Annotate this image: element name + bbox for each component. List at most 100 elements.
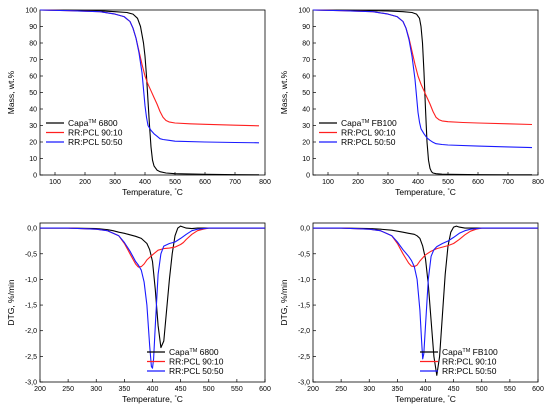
chart-panel-1: 100 200 300 400 500 600 700 800 0 10 20 30 40 50 60 70 8…	[6, 8, 271, 198]
plot-frame	[39, 9, 266, 176]
series-line-black	[313, 225, 538, 376]
chart-panel-3: 200 250 300 350 400 450 500 550 600 0,0 -0,5 -1,0 -1…	[6, 222, 271, 404]
legend-label: RR:PCL 90:10	[442, 357, 497, 367]
series-line-red	[312, 9, 533, 126]
x-tick-label: 550	[231, 386, 243, 393]
series-line-blue	[312, 9, 533, 149]
y-tick-label: 10	[302, 156, 310, 163]
y-tick-label: 70	[302, 57, 310, 64]
y-tick-label: 90	[302, 24, 310, 31]
legend-label: RR:PCL 50:50	[68, 137, 123, 147]
y-tick-label: 80	[302, 41, 310, 48]
x-tick-label: 250	[62, 386, 74, 393]
x-tick-label: 400	[420, 386, 432, 393]
y-tick-label: 10	[29, 156, 37, 163]
legend-label: RR:PCL 90:10	[169, 357, 224, 367]
x-tick-label: 600	[472, 179, 484, 186]
y-tick-label: 100	[298, 8, 310, 15]
y-axis-label: Mass, wt.%	[279, 70, 289, 114]
series-line-black	[312, 9, 532, 176]
legend-label: CapaTM FB100	[442, 347, 498, 357]
y-tick-label: -2,0	[25, 328, 37, 335]
x-tick-label: 100	[49, 179, 61, 186]
x-tick-label: 300	[363, 386, 375, 393]
y-axis-label: Mass, wt.%	[6, 70, 16, 114]
x-tick-label: 700	[502, 179, 514, 186]
x-tick-label: 300	[90, 386, 102, 393]
y-tick-label: 60	[29, 74, 37, 81]
legend-label: RR:PCL 90:10	[341, 128, 396, 138]
y-tick-label: 0	[33, 173, 37, 180]
y-tick-label: -1,5	[298, 303, 310, 310]
chart-panel-4: 200 250 300 350 400 450 500 550 600 0,0 -0,5 -1,0 -1…	[279, 222, 544, 404]
legend-label: CapaTM 6800	[68, 118, 118, 128]
plot-frame	[312, 9, 539, 176]
series-line-blue	[313, 227, 538, 360]
legend-label: CapaTM 6800	[169, 347, 219, 357]
x-tick-label: 500	[169, 179, 181, 186]
y-tick-label: -0,5	[25, 251, 37, 258]
y-tick-label: 90	[29, 24, 37, 31]
x-axis-label: Temperature, °C	[122, 394, 183, 404]
x-tick-label: 250	[335, 386, 347, 393]
y-tick-label: 30	[29, 123, 37, 130]
series-line-blue	[40, 227, 265, 369]
chart-panel-2: 100 200 300 400 500 600 700 800 0 10 20 30 40 50 60 70 8…	[279, 8, 544, 198]
legend-label: CapaTM FB100	[341, 118, 397, 128]
x-tick-label: 300	[382, 179, 394, 186]
series-line-black	[39, 9, 260, 176]
y-tick-label: 30	[302, 123, 310, 130]
y-tick-label: -2,0	[298, 328, 310, 335]
y-tick-label: 40	[29, 107, 37, 114]
x-tick-label: 200	[352, 179, 364, 186]
y-tick-label: 20	[302, 140, 310, 147]
legend-label: RR:PCL 50:50	[442, 366, 497, 376]
y-tick-label: 40	[302, 107, 310, 114]
y-tick-label: -3,0	[298, 380, 310, 387]
x-tick-label: 600	[199, 179, 211, 186]
y-tick-label: -1,0	[25, 277, 37, 284]
series-line-blue	[39, 9, 260, 144]
x-tick-label: 450	[175, 386, 187, 393]
legend-label: RR:PCL 90:10	[68, 128, 123, 138]
x-tick-label: 700	[229, 179, 241, 186]
x-axis-label: Temperature, °C	[395, 394, 456, 404]
y-tick-label: 0	[306, 173, 310, 180]
y-tick-label: -2,5	[298, 354, 310, 361]
y-tick-label: 50	[302, 90, 310, 97]
plot-frame	[39, 222, 266, 383]
y-tick-label: 80	[29, 41, 37, 48]
x-tick-label: 500	[203, 386, 215, 393]
x-tick-label: 500	[442, 179, 454, 186]
legend-label: RR:PCL 50:50	[341, 137, 396, 147]
x-tick-label: 450	[448, 386, 460, 393]
y-tick-label: -0,5	[298, 251, 310, 258]
x-tick-label: 800	[259, 179, 271, 186]
plot-frame	[312, 222, 539, 383]
x-axis-label: Temperature, °C	[395, 187, 456, 197]
y-tick-label: 100	[25, 8, 37, 15]
x-tick-label: 600	[532, 386, 544, 393]
x-tick-label: 400	[147, 386, 159, 393]
y-tick-label: -2,5	[25, 354, 37, 361]
y-tick-label: -3,0	[25, 380, 37, 387]
x-tick-label: 200	[79, 179, 91, 186]
y-tick-label: 50	[29, 90, 37, 97]
y-tick-label: -1,0	[298, 277, 310, 284]
y-tick-label: 60	[302, 74, 310, 81]
y-axis-label: DTG, %/min	[279, 279, 289, 326]
x-tick-label: 400	[412, 179, 424, 186]
x-tick-label: 100	[322, 179, 334, 186]
x-tick-label: 200	[34, 386, 46, 393]
x-tick-label: 500	[476, 386, 488, 393]
x-tick-label: 550	[504, 386, 516, 393]
x-tick-label: 600	[259, 386, 271, 393]
y-tick-label: 0,0	[300, 226, 310, 233]
x-tick-label: 200	[307, 386, 319, 393]
y-tick-label: 0,0	[27, 226, 37, 233]
